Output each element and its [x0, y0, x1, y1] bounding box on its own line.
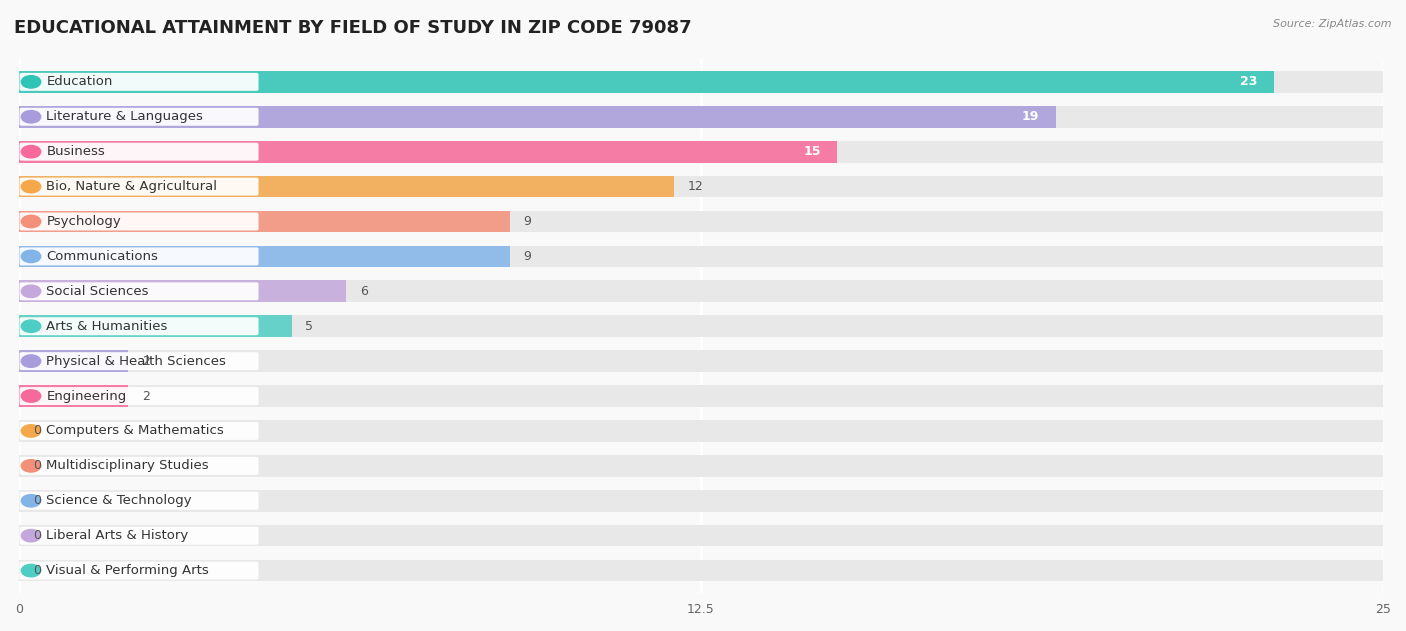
Text: EDUCATIONAL ATTAINMENT BY FIELD OF STUDY IN ZIP CODE 79087: EDUCATIONAL ATTAINMENT BY FIELD OF STUDY…: [14, 19, 692, 37]
Text: 12: 12: [688, 180, 703, 193]
Text: 5: 5: [305, 320, 314, 333]
Text: Computers & Mathematics: Computers & Mathematics: [46, 425, 224, 437]
Bar: [20, 106, 1056, 127]
Text: 2: 2: [142, 389, 149, 403]
FancyBboxPatch shape: [20, 562, 259, 579]
Text: Liberal Arts & History: Liberal Arts & History: [46, 529, 188, 542]
Text: 2: 2: [142, 355, 149, 368]
Text: 19: 19: [1022, 110, 1039, 123]
FancyBboxPatch shape: [20, 422, 259, 440]
Bar: [20, 385, 128, 407]
FancyBboxPatch shape: [20, 352, 259, 370]
Text: 9: 9: [523, 250, 531, 263]
FancyBboxPatch shape: [20, 213, 259, 230]
FancyBboxPatch shape: [20, 492, 259, 510]
FancyBboxPatch shape: [20, 177, 259, 196]
Bar: [20, 455, 1384, 476]
Bar: [20, 141, 838, 163]
Circle shape: [21, 215, 41, 228]
Bar: [20, 71, 1274, 93]
Circle shape: [21, 180, 41, 193]
Text: Engineering: Engineering: [46, 389, 127, 403]
Circle shape: [21, 76, 41, 88]
Text: Science & Technology: Science & Technology: [46, 494, 191, 507]
Text: Literature & Languages: Literature & Languages: [46, 110, 202, 123]
Bar: [20, 106, 1384, 127]
Bar: [20, 176, 673, 198]
Bar: [20, 211, 510, 232]
Circle shape: [21, 529, 41, 542]
FancyBboxPatch shape: [20, 457, 259, 475]
Text: Psychology: Psychology: [46, 215, 121, 228]
Bar: [20, 560, 1384, 581]
Text: Source: ZipAtlas.com: Source: ZipAtlas.com: [1274, 19, 1392, 29]
Bar: [20, 350, 128, 372]
Circle shape: [21, 355, 41, 367]
Text: Communications: Communications: [46, 250, 157, 263]
FancyBboxPatch shape: [20, 108, 259, 126]
Bar: [20, 281, 346, 302]
Text: 15: 15: [804, 145, 821, 158]
Text: 0: 0: [32, 529, 41, 542]
Circle shape: [21, 459, 41, 472]
Bar: [20, 176, 1384, 198]
Text: Education: Education: [46, 75, 112, 88]
Text: 0: 0: [32, 494, 41, 507]
Circle shape: [21, 110, 41, 123]
Text: 9: 9: [523, 215, 531, 228]
Text: 0: 0: [32, 459, 41, 473]
Bar: [20, 350, 1384, 372]
Text: 23: 23: [1240, 75, 1257, 88]
Bar: [20, 490, 1384, 512]
Bar: [20, 316, 292, 337]
Bar: [20, 211, 1384, 232]
Bar: [20, 245, 510, 267]
Text: 0: 0: [32, 425, 41, 437]
Bar: [20, 420, 1384, 442]
Circle shape: [21, 425, 41, 437]
Circle shape: [21, 320, 41, 333]
FancyBboxPatch shape: [20, 73, 259, 91]
Bar: [20, 71, 1384, 93]
Text: Arts & Humanities: Arts & Humanities: [46, 320, 167, 333]
Circle shape: [21, 495, 41, 507]
Circle shape: [21, 390, 41, 402]
Text: Bio, Nature & Agricultural: Bio, Nature & Agricultural: [46, 180, 218, 193]
Text: Business: Business: [46, 145, 105, 158]
Text: 6: 6: [360, 285, 368, 298]
Text: Social Sciences: Social Sciences: [46, 285, 149, 298]
FancyBboxPatch shape: [20, 143, 259, 161]
Text: Multidisciplinary Studies: Multidisciplinary Studies: [46, 459, 209, 473]
Text: Physical & Health Sciences: Physical & Health Sciences: [46, 355, 226, 368]
Bar: [20, 281, 1384, 302]
Circle shape: [21, 146, 41, 158]
Bar: [20, 245, 1384, 267]
Circle shape: [21, 564, 41, 577]
Bar: [20, 316, 1384, 337]
Bar: [20, 525, 1384, 546]
Text: 0: 0: [32, 564, 41, 577]
Circle shape: [21, 251, 41, 262]
Circle shape: [21, 285, 41, 298]
FancyBboxPatch shape: [20, 282, 259, 300]
FancyBboxPatch shape: [20, 527, 259, 545]
FancyBboxPatch shape: [20, 317, 259, 335]
FancyBboxPatch shape: [20, 247, 259, 266]
Bar: [20, 141, 1384, 163]
Bar: [20, 385, 1384, 407]
FancyBboxPatch shape: [20, 387, 259, 405]
Text: Visual & Performing Arts: Visual & Performing Arts: [46, 564, 209, 577]
